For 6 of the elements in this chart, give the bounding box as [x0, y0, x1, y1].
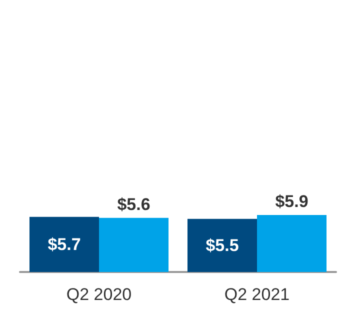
x-tick-label: Q2 2020 — [66, 285, 132, 304]
data-label: $5.7 — [48, 234, 81, 254]
data-label: $5.6 — [117, 194, 150, 214]
data-label: $5.9 — [275, 192, 308, 211]
data-label: $5.5 — [206, 236, 239, 255]
x-tick-label: Q2 2021 — [224, 285, 290, 304]
